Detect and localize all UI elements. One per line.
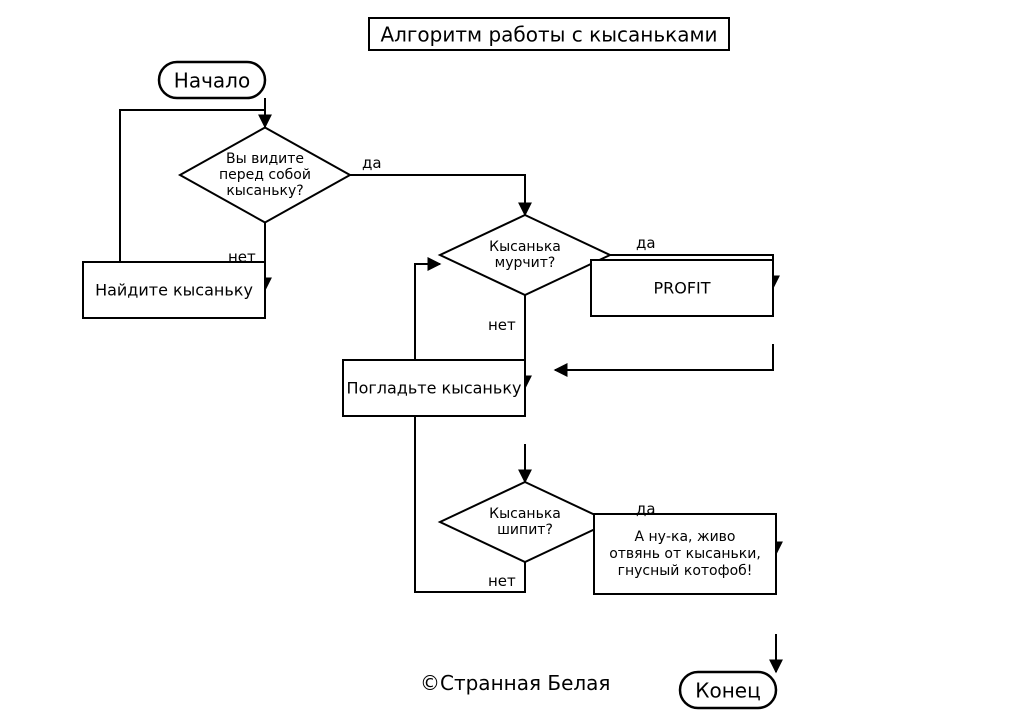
svg-text:Конец: Конец [695,679,760,703]
svg-text:Начало: Начало [174,69,250,93]
svg-text:А ну-ка, живо: А ну-ка, живо [635,529,736,545]
credit-text: ©Странная Белая [420,671,610,695]
svg-text:отвянь от кысаньки,: отвянь от кысаньки, [609,546,761,562]
edge-label-d3-yes: да [636,500,656,518]
edge-label-d3-no: нет [488,572,516,590]
svg-text:Найдите кысаньку: Найдите кысаньку [95,281,253,300]
edge-profit-pet [555,344,773,370]
svg-text:Погладьте кысаньку: Погладьте кысаньку [347,379,522,398]
edge-label-d1-no: нет [228,248,256,266]
svg-text:кысаньку?: кысаньку? [226,183,303,199]
edge-d1-yes [350,175,525,215]
svg-text:перед собой: перед собой [219,167,311,183]
svg-text:шипит?: шипит? [497,522,553,538]
diagram-title: Алгоритм работы с кысаньками [380,23,717,47]
svg-text:PROFIT: PROFIT [653,279,710,298]
edge-label-d1-yes: да [362,154,382,172]
svg-text:мурчит?: мурчит? [495,255,556,271]
svg-text:Кысанька: Кысанька [489,239,561,255]
svg-text:Кысанька: Кысанька [489,506,561,522]
edge-label-d2-yes: да [636,234,656,252]
svg-text:Вы видите: Вы видите [226,151,304,167]
edge-label-d2-no: нет [488,316,516,334]
svg-text:гнусный котофоб!: гнусный котофоб! [618,563,753,579]
